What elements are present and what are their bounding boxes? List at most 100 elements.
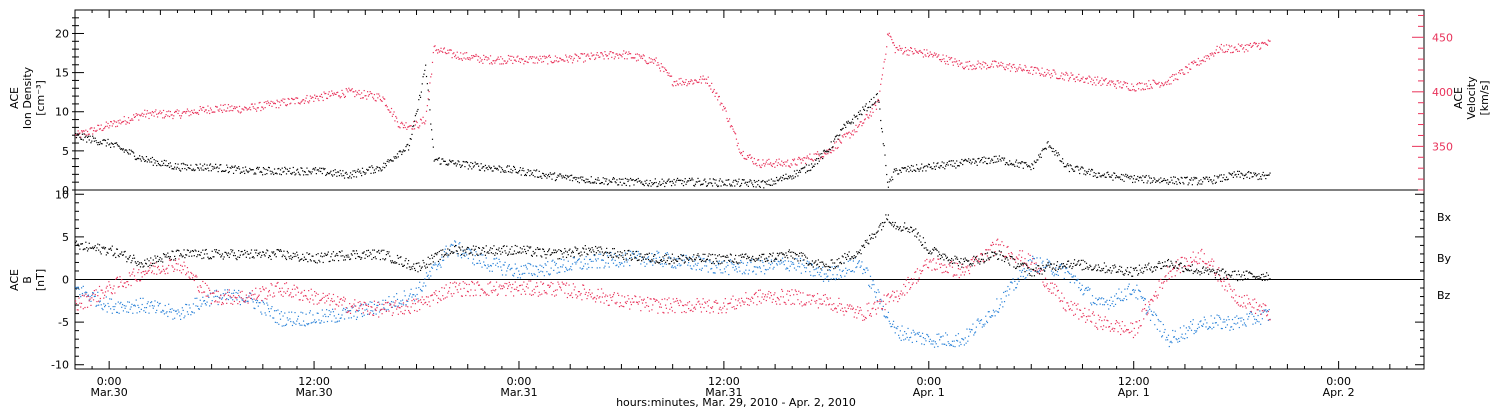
by-point: [1064, 272, 1066, 274]
by-point: [592, 260, 594, 262]
density-point: [799, 169, 801, 172]
bz-point: [183, 261, 185, 263]
density-point: [444, 160, 446, 162]
velocity-point: [1172, 73, 1174, 76]
bz-point: [168, 264, 170, 267]
by-point: [254, 307, 256, 310]
density-point: [504, 170, 506, 172]
density-point: [854, 116, 856, 118]
by-point: [916, 332, 919, 334]
by-point: [1031, 260, 1033, 262]
density-point: [773, 183, 775, 185]
by-point: [533, 273, 535, 275]
density-point: [1167, 183, 1170, 185]
velocity-point: [112, 123, 114, 125]
bz-point: [273, 292, 275, 294]
density-point: [472, 166, 475, 168]
density-point: [168, 163, 170, 165]
bz-point: [376, 307, 378, 309]
density-point: [629, 177, 632, 180]
by-point: [1126, 298, 1128, 301]
velocity-point: [602, 55, 604, 57]
velocity-point: [754, 163, 756, 165]
density-point: [1165, 179, 1167, 182]
time-tick-label: 0:00: [507, 375, 532, 388]
by-point: [769, 267, 771, 269]
density-point: [811, 166, 814, 169]
by-point: [1037, 270, 1039, 273]
density-point: [185, 169, 188, 171]
velocity-point: [778, 158, 780, 160]
density-point: [902, 167, 904, 169]
velocity-point: [710, 88, 712, 90]
density-point: [315, 172, 317, 175]
density-tick-label: 0: [62, 184, 69, 197]
velocity-point: [906, 54, 908, 56]
density-point: [128, 149, 130, 151]
velocity-point: [775, 159, 778, 161]
by-point: [299, 324, 301, 326]
by-point: [1225, 326, 1227, 328]
by-point: [1018, 280, 1020, 282]
velocity-point: [311, 96, 313, 98]
by-point: [812, 275, 814, 277]
by-point: [851, 270, 853, 273]
by-point: [216, 295, 218, 298]
by-point: [1136, 284, 1138, 286]
bz-point: [320, 299, 323, 301]
by-point: [1053, 275, 1055, 277]
density-point: [651, 182, 653, 184]
by-point: [1259, 310, 1261, 312]
density-point: [1017, 162, 1019, 164]
density-point: [808, 164, 810, 166]
density-point: [1121, 179, 1123, 181]
density-point: [995, 155, 997, 157]
density-point: [678, 179, 680, 181]
bz-point: [340, 298, 342, 300]
density-point: [1223, 174, 1225, 176]
velocity-point: [361, 92, 363, 94]
density-point: [745, 181, 747, 183]
velocity-point: [763, 162, 765, 165]
density-point: [277, 168, 279, 170]
velocity-point: [407, 126, 409, 128]
density-point: [296, 169, 298, 171]
bz-point: [106, 285, 108, 287]
density-point: [1235, 173, 1237, 176]
velocity-point: [907, 49, 909, 51]
by-point: [139, 311, 141, 313]
density-point: [241, 171, 243, 173]
by-point: [1032, 255, 1034, 257]
density-point: [909, 167, 911, 169]
velocity-point: [735, 138, 738, 140]
velocity-point: [648, 57, 650, 59]
bz-point: [256, 298, 258, 300]
density-point: [331, 174, 333, 176]
bz-point: [204, 282, 206, 284]
density-point: [1213, 175, 1216, 177]
density-point: [857, 118, 859, 120]
by-point: [649, 259, 651, 262]
velocity-point: [833, 150, 835, 152]
by-point: [818, 274, 820, 276]
density-point: [666, 180, 668, 183]
velocity-point: [1025, 66, 1027, 68]
bz-point: [371, 306, 373, 308]
density-point: [448, 163, 450, 165]
velocity-point: [742, 150, 744, 153]
velocity-point: [618, 53, 621, 55]
velocity-point: [428, 90, 430, 93]
bz-point: [144, 273, 146, 276]
velocity-point: [221, 111, 224, 113]
density-point: [1150, 177, 1152, 179]
velocity-point: [872, 111, 874, 114]
velocity-point: [405, 122, 407, 124]
by-point: [415, 287, 417, 289]
velocity-point: [917, 52, 919, 54]
bz-point: [409, 312, 411, 315]
bz-point: [76, 309, 78, 311]
velocity-point: [999, 64, 1001, 66]
density-point: [781, 177, 784, 179]
by-point: [956, 339, 958, 342]
velocity-point: [1091, 78, 1093, 80]
